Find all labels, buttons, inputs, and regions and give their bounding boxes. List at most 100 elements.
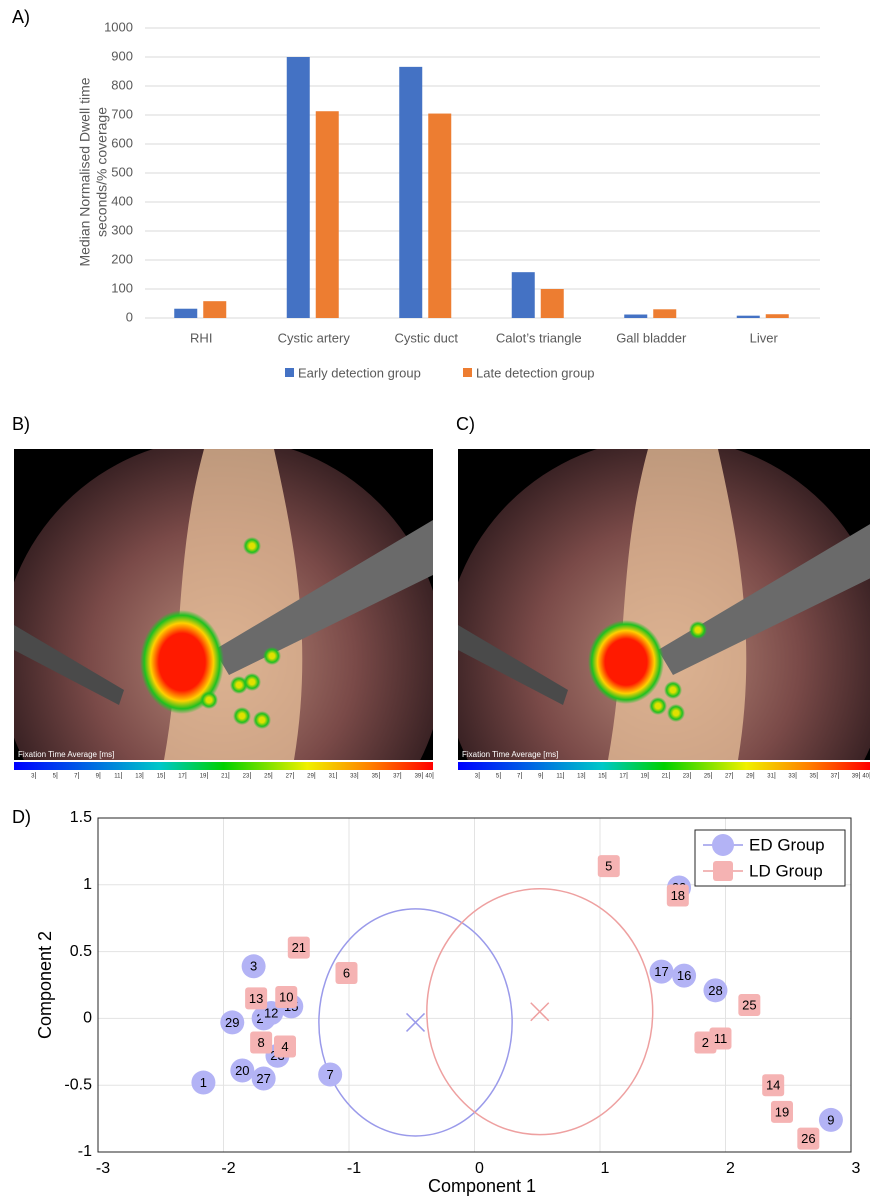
legend-marker	[712, 834, 734, 856]
bar	[512, 272, 535, 318]
colorbar-tick-label: 35	[372, 774, 379, 780]
legend-marker	[713, 861, 733, 881]
panel-label: C)	[456, 414, 475, 434]
colorbar-tick-label: 13	[135, 774, 142, 780]
x-tick-label: -1	[347, 1160, 361, 1177]
colorbar-tick-label: 31	[329, 774, 336, 780]
y-tick-label: 400	[111, 193, 133, 208]
colorbar-tick-label: 15	[598, 774, 605, 780]
bar	[624, 315, 647, 318]
fixation-spot	[667, 704, 685, 722]
point-label: 29	[225, 1015, 239, 1030]
colorbar-tick-label: 33	[788, 774, 795, 780]
legend-swatch	[285, 368, 294, 377]
x-tick-label: -2	[221, 1160, 235, 1177]
colorbar-tick-label: 31	[767, 774, 774, 780]
legend-label: ED Group	[749, 835, 825, 854]
legend-swatch	[463, 368, 472, 377]
colorbar-tick-label: 19	[200, 774, 207, 780]
point-label: 8	[258, 1035, 265, 1050]
x-tick-label: RHI	[190, 330, 212, 345]
colorbar-tick-label: 27	[725, 774, 732, 780]
colorbar-tick-label: 9	[538, 774, 542, 780]
x-tick-label: 1	[601, 1160, 610, 1177]
point-label: 16	[677, 968, 691, 983]
fixation-spot	[243, 673, 261, 691]
colorbar	[458, 762, 870, 770]
point-label: 3	[250, 959, 257, 974]
y-tick-label: 300	[111, 222, 133, 237]
x-tick-label: Calot’s triangle	[496, 330, 582, 345]
x-tick-label: -3	[96, 1160, 110, 1177]
fixation-spot	[200, 691, 218, 709]
legend-label: Late detection group	[476, 365, 595, 380]
colorbar-tick-label: 33	[350, 774, 357, 780]
y-tick-label: -0.5	[64, 1076, 92, 1093]
colorbar-tick-label: 19	[640, 774, 647, 780]
colorbar-tick-label: 15	[157, 774, 164, 780]
bar	[203, 301, 226, 318]
colorbar-tick-label: 39	[415, 774, 422, 780]
x-tick-label: 3	[852, 1160, 861, 1177]
y-tick-label: 200	[111, 251, 133, 266]
heatmap-image	[444, 438, 870, 882]
colorbar-tick-label: 17	[178, 774, 185, 780]
point-label: 6	[343, 965, 350, 980]
colorbar-tick-label: 21	[221, 774, 228, 780]
fixation-spot	[233, 707, 251, 725]
bar	[316, 111, 339, 318]
colorbar-tick-label: 5	[53, 774, 57, 780]
colorbar-tick-label: 11	[556, 774, 563, 780]
point-label: 14	[766, 1078, 780, 1093]
point-label: 1	[200, 1075, 207, 1090]
x-tick-label: Cystic artery	[278, 330, 351, 345]
point-label: 28	[708, 983, 722, 998]
colorbar-tick-label: 29	[307, 774, 314, 780]
fixation-spot	[664, 681, 682, 699]
colorbar-tick-label: 37	[393, 774, 400, 780]
legend-label: LD Group	[749, 861, 823, 880]
y-tick-label: 700	[111, 106, 133, 121]
panel-label: B)	[12, 414, 30, 434]
bar	[428, 114, 451, 318]
colorbar-tick-label: 7	[517, 774, 521, 780]
colorbar-tick-label: 3	[31, 774, 35, 780]
fixation-spot	[253, 711, 271, 729]
point-label: 13	[249, 991, 263, 1006]
y-tick-label: 0	[126, 309, 133, 324]
point-label: 10	[279, 989, 293, 1004]
colorbar-tick-label: 3	[475, 774, 479, 780]
colorbar	[14, 762, 433, 770]
point-label: 21	[292, 940, 306, 955]
colorbar-tick-label: 23	[683, 774, 690, 780]
bar	[541, 289, 564, 318]
colorbar-tick-label: 29	[746, 774, 753, 780]
y-tick-label: -1	[78, 1143, 92, 1160]
x-tick-label: 2	[726, 1160, 735, 1177]
point-label: 27	[256, 1071, 270, 1086]
y-tick-label: 1000	[104, 19, 133, 34]
y-tick-label: 0.5	[70, 943, 92, 960]
fixation-spot	[689, 621, 707, 639]
fixation-hotspot	[588, 620, 664, 704]
fixation-spot	[243, 537, 261, 555]
colorbar-tick-label: 37	[831, 774, 838, 780]
point-label: 5	[605, 859, 612, 874]
colorbar-tick-label: 11	[114, 774, 121, 780]
bar	[399, 67, 422, 318]
colorbar-tick-label: 5	[496, 774, 500, 780]
panel-label: D)	[12, 807, 31, 827]
colorbar-tick-label: 21	[662, 774, 669, 780]
bar	[174, 309, 197, 318]
colorbar-title: Fixation Time Average [ms]	[18, 750, 114, 759]
y-axis-label: Median Normalised Dwell time	[77, 77, 93, 266]
y-tick-label: 1.5	[70, 809, 92, 826]
x-tick-label: Gall bladder	[616, 330, 687, 345]
colorbar-title: Fixation Time Average [ms]	[462, 750, 558, 759]
x-tick-label: Cystic duct	[394, 330, 458, 345]
y-tick-label: 900	[111, 48, 133, 63]
colorbar-tick-label: 40	[862, 774, 869, 780]
y-axis-label: seconds/% coverage	[94, 107, 110, 237]
x-tick-label: Liver	[750, 330, 779, 345]
fixation-spot	[649, 697, 667, 715]
